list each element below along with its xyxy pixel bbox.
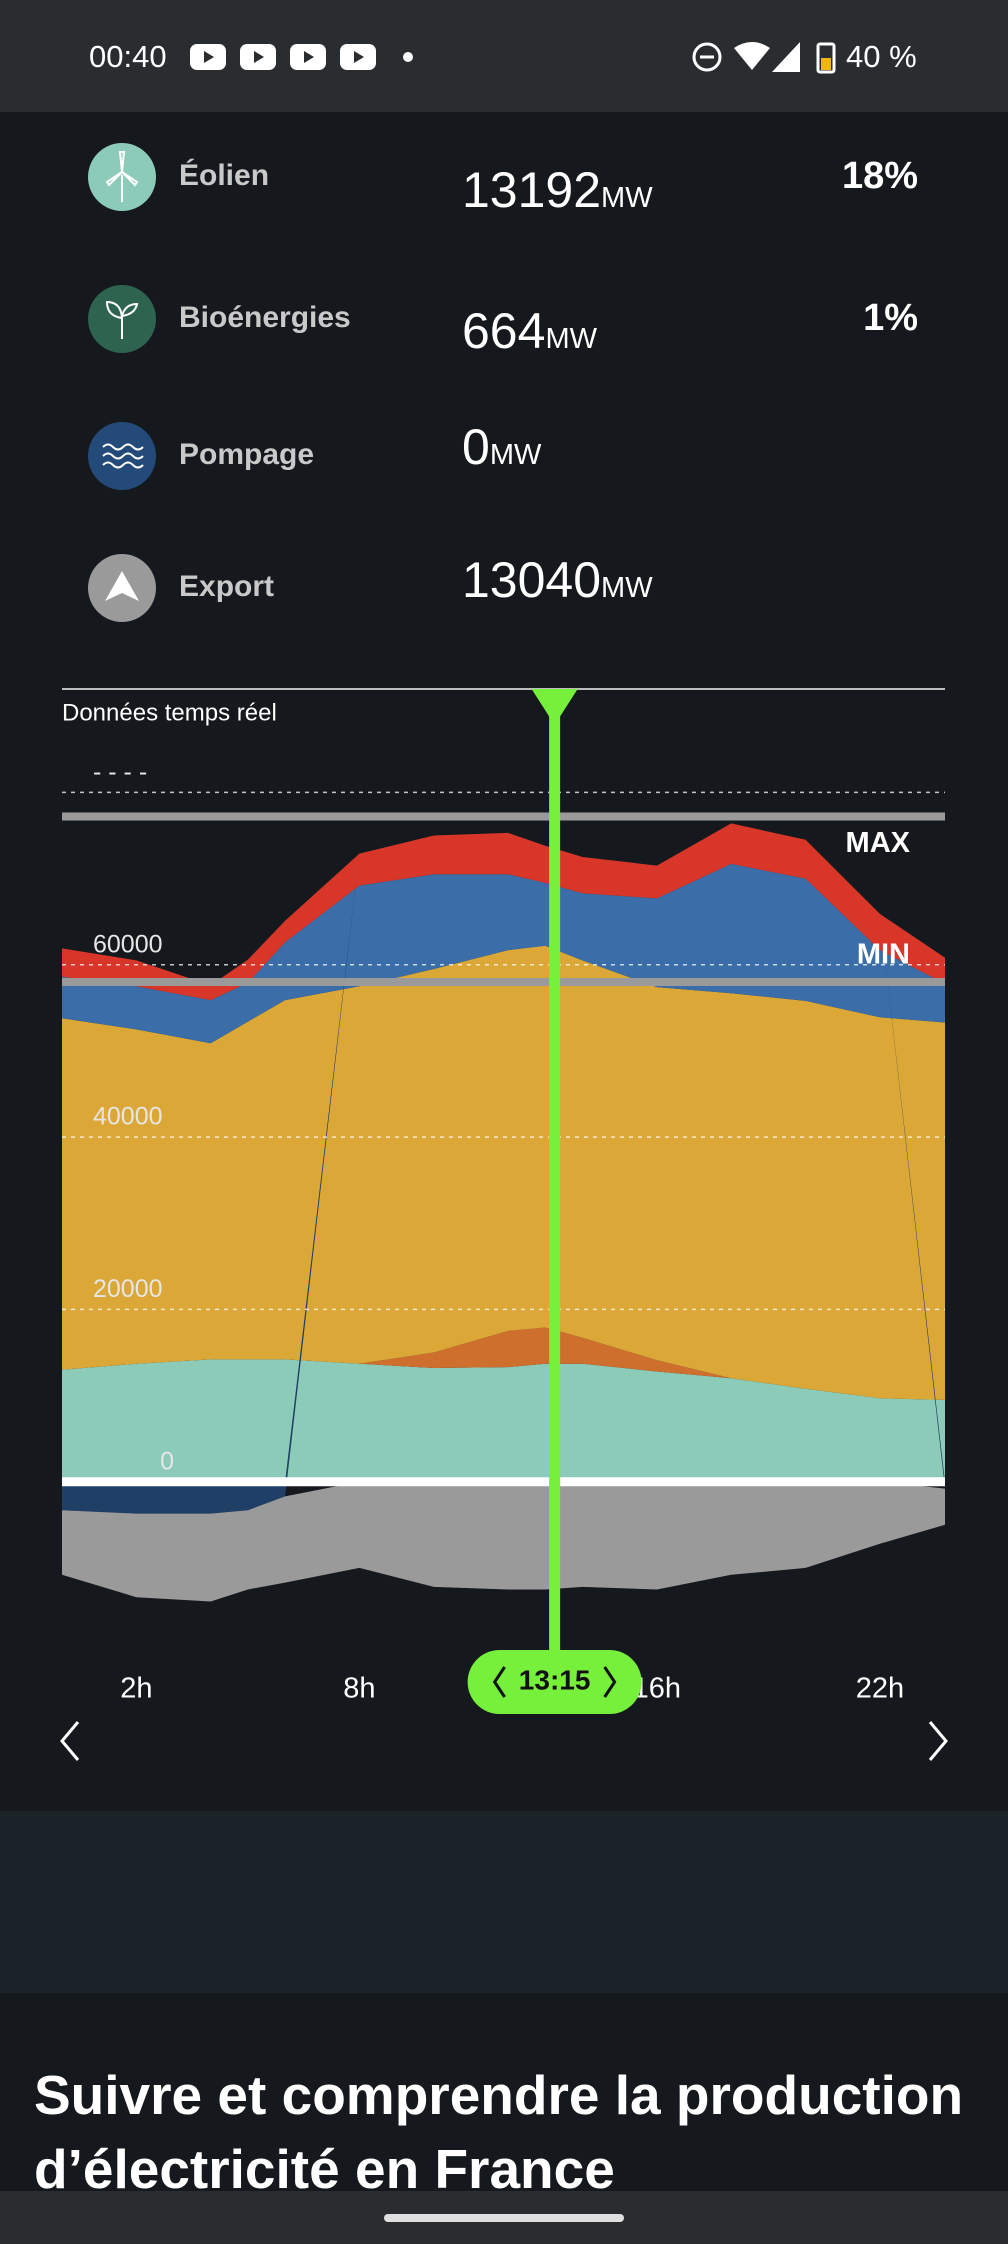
y-tick-label: 60000 — [93, 930, 163, 958]
prev-arrow[interactable] — [56, 1718, 86, 1764]
pumping-icon — [88, 422, 156, 490]
source-value: 664MW — [462, 301, 597, 369]
cursor-handle — [531, 689, 578, 725]
source-value: 0MW — [462, 417, 541, 485]
status-bar: 00:40 40 % — [0, 0, 1008, 112]
export-icon — [88, 554, 156, 622]
nav-bar — [0, 2191, 1008, 2244]
unit: MW — [545, 323, 597, 355]
value: 13040 — [462, 552, 602, 608]
time-pill[interactable] — [467, 1650, 642, 1714]
bio-icon — [88, 285, 156, 353]
value: 664 — [462, 303, 546, 359]
y-tick-label: - - - - — [93, 758, 147, 786]
area — [62, 945, 945, 1400]
unit: MW — [489, 439, 542, 471]
wind-icon — [88, 143, 156, 211]
source-label: Pompage — [179, 438, 315, 471]
source-value: 13040MW — [462, 550, 653, 618]
area — [62, 1327, 945, 1400]
area — [62, 1481, 945, 1602]
section-heading: Suivre et comprendre la production d’éle… — [34, 2064, 964, 2200]
value: 13192 — [462, 162, 602, 218]
notification-icons — [190, 44, 413, 70]
threshold-label: MAX — [846, 827, 911, 859]
source-label: Bioénergies — [179, 301, 351, 334]
x-tick-label: 22h — [856, 1673, 904, 1705]
source-percent: 1% — [863, 297, 918, 339]
area — [62, 1359, 945, 1482]
source-label: Éolien — [179, 159, 270, 192]
section-band — [0, 1811, 1008, 1993]
system-icons — [692, 42, 836, 74]
unit: MW — [601, 182, 653, 214]
home-handle[interactable] — [384, 2214, 624, 2222]
chart: Données temps réel 0 20000 40000 60000 - - -… — [62, 688, 945, 1714]
unit: MW — [601, 572, 653, 604]
chart-title: Données temps réel — [62, 699, 277, 726]
source-label: Export — [179, 570, 275, 603]
value: 0 — [462, 419, 490, 475]
time-label: 13:15 — [519, 1664, 591, 1695]
next-arrow[interactable] — [922, 1718, 952, 1764]
pill-chevrons — [492, 1666, 617, 1698]
battery-level: 40 % — [846, 39, 917, 74]
x-tick-label: 8h — [343, 1673, 375, 1705]
threshold-label: MIN — [857, 939, 910, 971]
x-tick-label: 2h — [120, 1673, 152, 1705]
source-value: 13192MW — [462, 160, 653, 228]
y-tick-label: 40000 — [93, 1103, 163, 1131]
source-percent: 18% — [841, 155, 918, 197]
y-tick-label: 20000 — [93, 1275, 163, 1303]
y-tick-label: 0 — [160, 1447, 174, 1475]
clock: 00:40 — [89, 39, 167, 74]
area — [62, 863, 945, 1044]
